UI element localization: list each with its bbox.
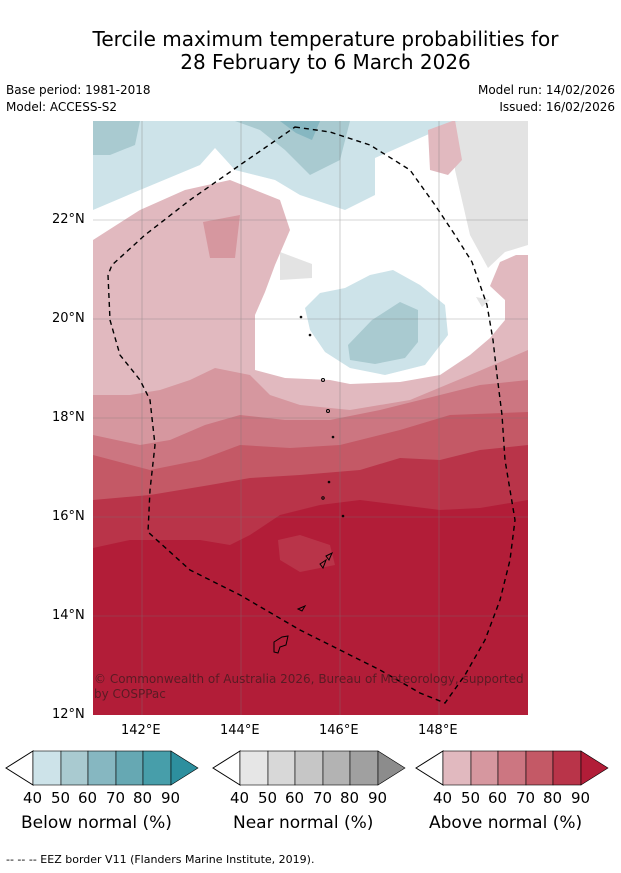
near-normal-patch-3 [476,297,490,307]
swatch-below-80 [115,750,144,786]
title-line-1: Tercile maximum temperature probabilitie… [92,27,559,51]
below-normal-top-4 [280,121,320,140]
swatch-below-90 [142,750,172,786]
tick-above-80: 80 [543,789,563,807]
swatch-above-max [580,750,609,786]
swatch-below-60 [60,750,89,786]
above-normal-90 [93,500,528,715]
tick-below-40: 40 [23,789,43,807]
tick-near-70: 70 [313,789,333,807]
lat-label-20: 20°N [52,311,85,326]
swatch-below-50 [32,750,62,786]
tick-above-70: 70 [516,789,536,807]
swatch-near-70 [294,750,324,786]
colorbar-label-above: Above normal (%) [429,813,583,833]
swatch-above-70 [497,750,527,786]
base-period: Base period: 1981-2018 [6,83,151,97]
tick-near-40: 40 [230,789,250,807]
map-title: Tercile maximum temperature probabilitie… [0,28,621,74]
swatch-below-70 [87,750,117,786]
eez-legend-note: -- -- -- EEZ border V11 (Flanders Marine… [6,853,315,866]
lat-label-16: 16°N [52,509,85,524]
meta-right: Model run: 14/02/2026 Issued: 16/02/2026 [478,82,615,116]
tick-below-60: 60 [78,789,98,807]
lat-label-14: 14°N [52,608,85,623]
lon-label-146: 146°E [319,723,359,738]
colorbar-below-normal [5,750,199,786]
tick-below-50: 50 [51,789,71,807]
below-normal-top-3 [235,121,350,175]
lon-label-144: 144°E [220,723,260,738]
tick-near-80: 80 [340,789,360,807]
tick-above-60: 60 [488,789,508,807]
tick-below-70: 70 [106,789,126,807]
near-normal-patch [280,252,312,280]
swatch-above-60 [470,750,499,786]
title-line-2: 28 February to 6 March 2026 [180,50,471,74]
above-normal-50 [203,215,240,258]
model-name: Model: ACCESS-S2 [6,100,118,114]
swatch-near-max [377,750,406,786]
map-area [93,121,528,715]
swatch-below-max [170,750,199,786]
swatch-near-80 [322,750,351,786]
tick-near-90: 90 [368,789,388,807]
near-normal-region [455,121,528,268]
colorbar-label-below: Below normal (%) [21,813,172,833]
tick-above-50: 50 [461,789,481,807]
above-normal-40-top [428,121,462,175]
lat-label-18: 18°N [52,410,85,425]
tick-near-50: 50 [258,789,278,807]
above-normal-80-patch [278,535,335,572]
tick-below-90: 90 [161,789,181,807]
eez-border [107,126,516,704]
lon-label-148: 148°E [418,723,458,738]
model-run: Model run: 14/02/2026 [477,83,615,97]
colorbar-label-near: Near normal (%) [233,813,374,833]
graticule [93,121,528,715]
lat-label-22: 22°N [52,212,85,227]
lon-label-142: 142°E [121,723,161,738]
tick-above-90: 90 [571,789,591,807]
below-normal-top-2 [93,121,140,155]
tick-below-80: 80 [133,789,153,807]
issued-date: Issued: 16/02/2026 [499,100,615,114]
copyright-notice: © Commonwealth of Australia 2026, Bureau… [94,672,524,701]
colorbar-near-normal [212,750,406,786]
swatch-near-90 [349,750,379,786]
meta-left: Base period: 1981-2018 Model: ACCESS-S2 [6,82,151,116]
swatch-near-60 [267,750,296,786]
islands [273,315,345,654]
swatch-above-80 [525,750,554,786]
swatch-near-50 [239,750,269,786]
swatch-above-50 [442,750,472,786]
swatch-above-90 [552,750,582,786]
colorbar-above-normal [415,750,609,786]
lat-label-12: 12°N [52,707,85,722]
tick-above-40: 40 [433,789,453,807]
tick-near-60: 60 [285,789,305,807]
below-normal-centre-2 [348,302,418,364]
